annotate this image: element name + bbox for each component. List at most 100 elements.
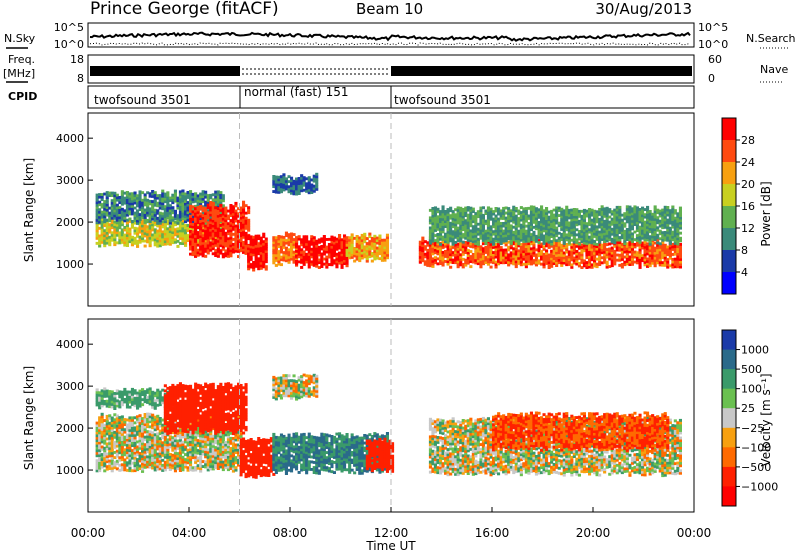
power-cell-1573 [290,245,294,248]
power-cell-3226 [476,242,480,246]
power-cell-3115 [454,230,458,234]
power-cell-1014 [194,234,198,238]
power-cell-3277 [486,224,490,227]
power-cell-2651 [582,261,586,265]
power-cell-25 [100,218,104,222]
velocity-cell-205 [120,435,124,439]
power-cell-4118 [658,222,662,226]
velocity-cell-247 [125,418,129,422]
power-cell-288 [178,226,182,230]
power-cell-1110 [206,203,210,207]
power-cell-188 [151,236,155,239]
power-cell-804 [184,207,188,211]
velocity-cell-391 [146,455,150,459]
power-cell-4116 [658,229,662,233]
power-cell-3595 [550,215,554,218]
power-cell-1075 [201,206,205,210]
power-cell-1160 [214,221,218,225]
power-cell-3979 [630,237,634,241]
power-cell-658 [148,207,152,211]
velocity-cell-16 [95,426,99,430]
power-cell-122 [130,240,134,244]
power-cell-1128 [209,201,213,204]
power-cell-2708 [598,248,602,251]
velocity-cell-381 [143,425,147,429]
power-cell-3370 [504,206,508,210]
velocity-cell-646 [178,451,182,455]
velocity-cell-248 [128,469,132,473]
power-cell-629 [141,203,145,207]
power-cell-3391 [509,224,513,228]
power-cell-3654 [562,211,566,215]
power-cell-1295 [234,242,238,246]
velocity-cell-139 [113,466,117,470]
power-cell-3387 [509,234,513,238]
velocity-cell-324 [136,415,140,419]
power-cell-1175 [216,234,220,238]
velocity-cell-105 [108,444,112,448]
power-cell-1200 [219,208,223,212]
power-cell-3263 [484,237,488,241]
power-cell-1991 [279,180,283,184]
velocity-cell-360 [141,432,145,436]
power-cell-1981 [277,188,281,192]
power-cell-1668 [312,263,316,267]
velocity-cell-562 [168,468,172,471]
power-cell-3893 [613,236,617,240]
power-cell-1613 [297,245,301,249]
power-cell-3188 [469,239,473,243]
velocity-cell-65 [103,456,107,460]
power-cell-3233 [476,215,480,219]
power-cell-3716 [575,213,579,217]
power-cell-1453 [257,244,261,248]
power-cell-2341 [492,251,496,254]
velocity-cell-49 [100,440,104,444]
velocity-cell-415 [148,445,152,449]
power-cell-1912 [373,257,377,261]
power-cell-2995 [428,219,432,222]
power-cell-2405 [509,243,513,247]
power-cell-2530 [547,258,551,262]
power-cell-810 [184,192,188,196]
power-cell-2462 [527,262,531,266]
power-cell-2536 [550,262,554,266]
power-cell-864 [199,217,203,221]
velocity-cell-374 [143,448,147,452]
power-cell-4169 [668,219,672,223]
power-cell-4024 [638,213,642,216]
power-cell-3051 [441,230,445,234]
power-cell-1657 [307,240,311,244]
power-cell-1722 [325,260,329,264]
power-cell-2757 [613,244,617,248]
power-cell-3063 [444,237,448,241]
power-cell-1530 [279,255,283,259]
velocity-cell-170 [115,422,119,425]
power-cell-2047 [302,181,306,185]
power-cell-1166 [214,206,218,210]
power-cell-1807 [345,259,349,263]
power-cell-1847 [355,257,359,261]
power-cell-3822 [598,225,602,229]
power-cell-1418 [249,237,253,241]
power-cell-3022 [433,208,437,212]
velocity-cell-452 [153,458,157,462]
power-cell-2948 [668,244,672,248]
velocity-cell-645 [178,454,182,457]
power-cell-3715 [575,215,579,219]
power-cell-1510 [274,251,278,255]
power-cell-485 [105,206,109,210]
velocity-cell-254 [128,454,132,457]
power-cell-1083 [204,232,208,236]
power-cell-999 [191,230,195,234]
power-cell-1871 [360,246,364,250]
velocity-cell-133 [110,429,114,432]
velocity-cell-271 [130,461,134,465]
power-cell-792 [181,204,185,208]
power-cell-2222 [456,247,460,251]
power-cell-3237 [479,234,483,238]
power-cell-557 [123,201,127,205]
velocity-cell-48 [100,445,104,449]
power-cell-4113 [658,242,662,246]
power-cell-3248 [479,206,483,210]
power-cbar-swatch-6 [722,250,736,273]
